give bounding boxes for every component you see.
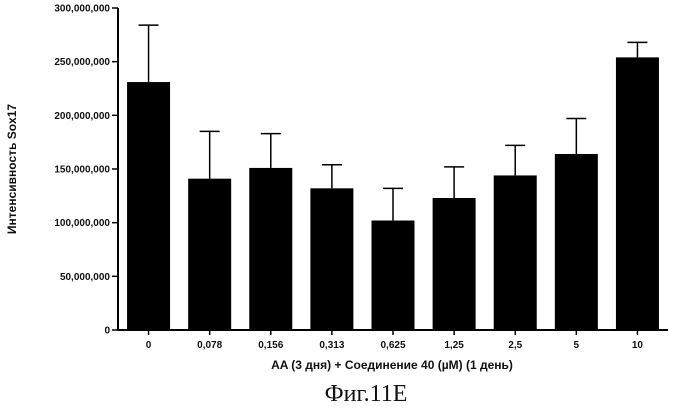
y-tick-label: 100,000,000 — [54, 218, 110, 229]
x-tick-label: 0 — [146, 340, 152, 351]
x-tick-label: 10 — [632, 340, 644, 351]
bar — [188, 179, 231, 330]
y-axis-title: Интенсивность Sox17 — [5, 104, 19, 234]
x-tick-label: 1,25 — [444, 340, 464, 351]
y-tick-label: 50,000,000 — [60, 272, 110, 283]
y-tick-label: 150,000,000 — [54, 165, 110, 176]
x-tick-label: 0,156 — [258, 340, 283, 351]
y-tick-label: 250,000,000 — [54, 57, 110, 68]
y-tick-label: 200,000,000 — [54, 111, 110, 122]
bar — [433, 198, 476, 330]
x-ticks-layer: 0 0,078 0,156 0,313 0,625 1,25 2,5 5 10 — [146, 330, 644, 351]
y-ticks-layer: 0 50,000,000 100,000,000 150,000,000 200,000… — [54, 4, 118, 337]
y-tick-label: 300,000,000 — [54, 4, 110, 15]
bar — [249, 168, 292, 330]
figure-caption: Фиг.11E — [325, 381, 408, 407]
x-tick-label: 2,5 — [508, 340, 522, 351]
bar-chart: 0 50,000,000 100,000,000 150,000,000 200,000… — [0, 0, 699, 408]
x-tick-label: 0,313 — [319, 340, 344, 351]
bar — [616, 57, 659, 330]
y-tick-label: 0 — [104, 326, 110, 337]
bar — [127, 82, 170, 330]
bar — [310, 188, 353, 330]
bar — [555, 154, 598, 330]
bar — [372, 221, 415, 330]
bar — [494, 175, 537, 330]
chart-container: 0 50,000,000 100,000,000 150,000,000 200,000… — [0, 0, 699, 408]
x-tick-label: 5 — [574, 340, 580, 351]
x-tick-label: 0,625 — [380, 340, 405, 351]
x-tick-label: 0,078 — [197, 340, 222, 351]
x-axis-title: AA (3 дня) + Соединение 40 (µM) (1 день) — [271, 358, 513, 372]
